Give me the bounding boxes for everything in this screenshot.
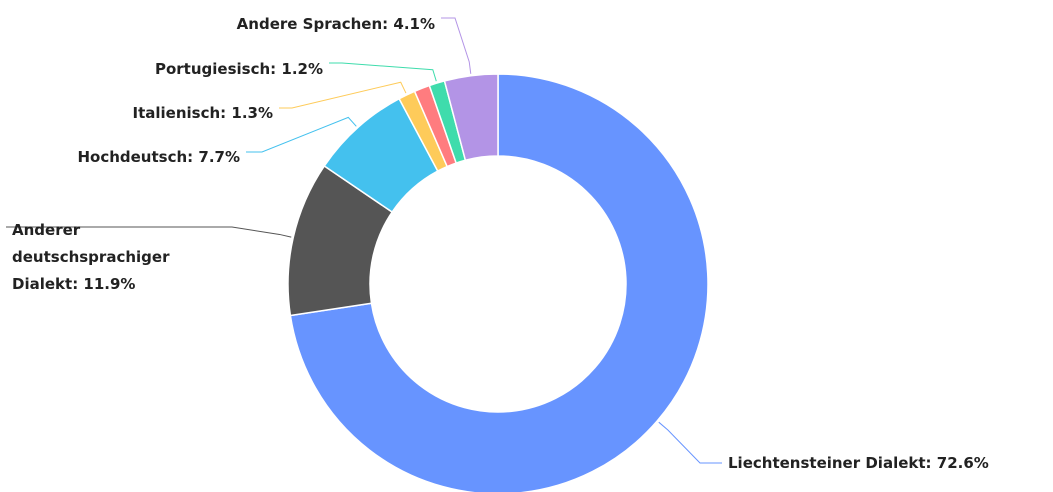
value-label: 11.9% — [83, 275, 135, 293]
category: Liechtensteiner Dialekt — [728, 454, 926, 472]
connector — [246, 116, 357, 153]
separator: : — [926, 454, 937, 472]
data-label: Anderer deutschsprachiger Dialekt: 11.9% — [12, 221, 170, 293]
connector — [441, 17, 472, 74]
separator: : — [270, 60, 281, 78]
category: Italienisch — [133, 104, 221, 122]
data-label: Liechtensteiner Dialekt: 72.6% — [728, 454, 989, 472]
data-label: Andere Sprachen: 4.1% — [237, 15, 435, 33]
value-label: 4.1% — [393, 15, 435, 33]
data-label: Hochdeutsch: 7.7% — [77, 148, 240, 166]
data-label: Portugiesisch: 1.2% — [155, 60, 323, 78]
data-label-line: Anderer — [12, 221, 81, 239]
category: Portugiesisch — [155, 60, 270, 78]
data-label: Italienisch: 1.3% — [133, 104, 274, 122]
data-label-line: deutschsprachiger — [12, 248, 170, 266]
connector — [329, 62, 437, 82]
connector — [6, 226, 292, 238]
donut-slice — [289, 73, 709, 492]
separator: : — [382, 15, 393, 33]
data-label-line: Dialekt — [12, 275, 72, 293]
category: Hochdeutsch — [77, 148, 187, 166]
value-label: 1.2% — [281, 60, 323, 78]
separator: : — [220, 104, 231, 122]
value-label: 72.6% — [937, 454, 989, 472]
value-label: 7.7% — [198, 148, 240, 166]
category: Andere Sprachen — [237, 15, 382, 33]
donut-slice — [443, 73, 499, 162]
separator: : — [72, 275, 83, 293]
value-label: 1.3% — [231, 104, 273, 122]
separator: : — [187, 148, 198, 166]
connector — [658, 421, 722, 464]
connector — [279, 81, 407, 109]
